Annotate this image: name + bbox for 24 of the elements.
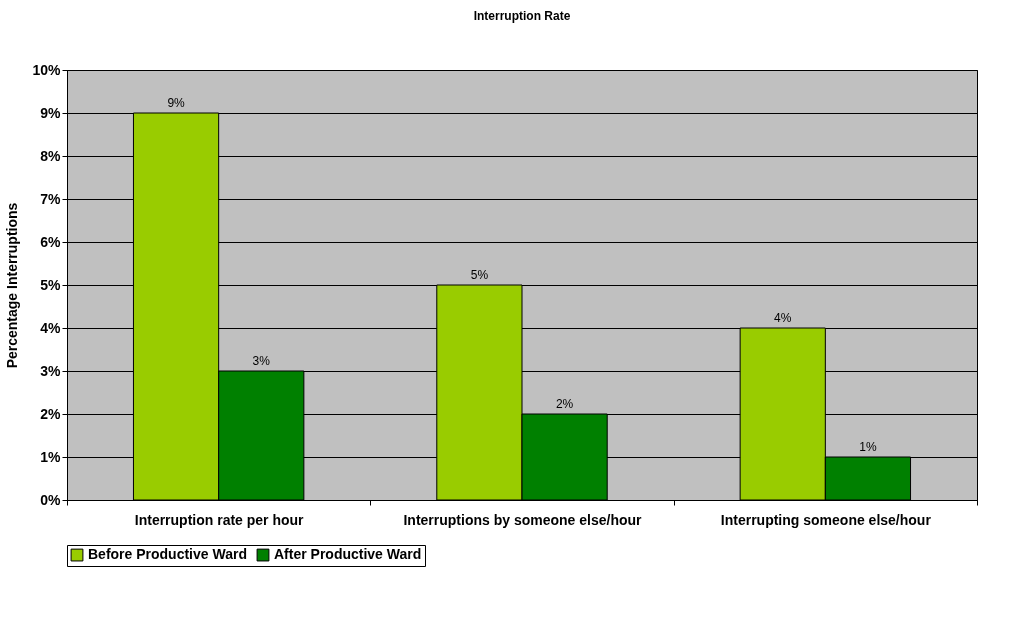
x-tick-label: Interrupting someone else/hour	[720, 511, 932, 528]
x-tick-label: Interruption rate per hour	[134, 511, 305, 528]
data-label: 2%	[555, 397, 574, 411]
data-label: 3%	[252, 354, 271, 368]
data-label: 4%	[774, 311, 792, 325]
y-tick-label: 2%	[40, 405, 62, 422]
x-tick-label: Interruptions by someone else/hour	[403, 511, 643, 528]
data-label: 1%	[859, 440, 877, 454]
y-axis-title: Percentage Interruptions	[4, 202, 21, 369]
legend-label: After Productive Ward	[274, 546, 422, 563]
y-tick-label: 3%	[40, 362, 62, 379]
data-label: 5%	[470, 268, 489, 282]
y-tick-label: 9%	[40, 104, 62, 121]
chart-title: Interruption Rate	[473, 9, 571, 23]
y-tick-label: 5%	[40, 276, 62, 293]
y-tick-label: 8%	[40, 147, 62, 164]
y-tick-label: 6%	[40, 233, 62, 250]
legend-label: Before Productive Ward	[88, 546, 247, 563]
y-tick-label: 7%	[40, 190, 62, 207]
data-label: 9%	[167, 96, 186, 110]
y-tick-label: 0%	[40, 491, 62, 508]
y-tick-label: 1%	[40, 448, 62, 465]
y-tick-label: 4%	[40, 319, 62, 336]
y-tick-label: 10%	[32, 61, 62, 78]
